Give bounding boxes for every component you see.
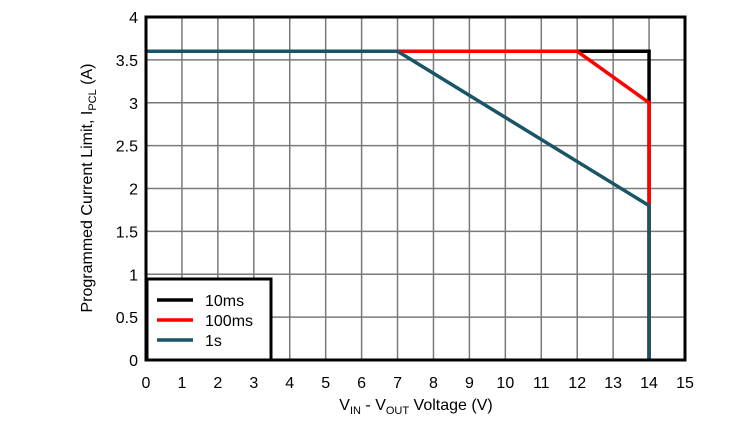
x-tick-label: 2 [213, 375, 222, 392]
x-tick-label: 9 [465, 375, 474, 392]
y-axis-label: Programmed Current Limit, IPCL (A) [79, 63, 99, 312]
series-line-1s [146, 49, 651, 360]
y-tick-label: 1 [129, 267, 138, 284]
legend-label-10ms: 10ms [205, 293, 244, 310]
x-tick-label: 11 [533, 375, 550, 392]
y-tick-label: 4 [129, 10, 138, 27]
x-tick-label: 3 [249, 375, 258, 392]
x-tick-label: 13 [604, 375, 622, 392]
y-tick-label: 2 [129, 182, 138, 199]
y-tick-label: 2.5 [116, 139, 138, 156]
y-tick-label: 0.5 [116, 310, 138, 327]
x-tick-label: 14 [640, 375, 658, 392]
legend-label-1s: 1s [205, 333, 222, 350]
plot-frame [144, 15, 687, 362]
x-tick-label: 6 [357, 375, 366, 392]
y-tick-label: 0 [129, 353, 138, 370]
x-tick-label: 10 [496, 375, 514, 392]
x-tick-label: 4 [285, 375, 294, 392]
x-tick-label: 12 [568, 375, 586, 392]
x-tick-label: 8 [429, 375, 438, 392]
x-tick-label: 1 [177, 375, 186, 392]
x-tick-label: 15 [676, 375, 694, 392]
x-tick-label: 0 [142, 375, 151, 392]
x-tick-label: 5 [321, 375, 330, 392]
x-axis-ticks: 0 1 2 3 4 5 6 7 8 9 10 11 12 13 14 15 [142, 375, 694, 392]
y-axis-ticks: 0 0.5 1 1.5 2 2.5 3 3.5 4 [116, 10, 138, 370]
y-tick-label: 3.5 [116, 53, 138, 70]
legend: 10ms 100ms 1s [145, 277, 273, 362]
x-axis-label: VIN - VOUT Voltage (V) [339, 397, 492, 417]
y-tick-label: 1.5 [116, 224, 138, 241]
y-tick-label: 3 [129, 96, 138, 113]
legend-label-100ms: 100ms [205, 313, 253, 330]
data-series [146, 49, 651, 360]
legend-item-100ms: 100ms [157, 313, 253, 330]
x-tick-label: 7 [393, 375, 402, 392]
legend-item-10ms: 10ms [157, 293, 244, 310]
legend-item-1s: 1s [157, 333, 222, 350]
